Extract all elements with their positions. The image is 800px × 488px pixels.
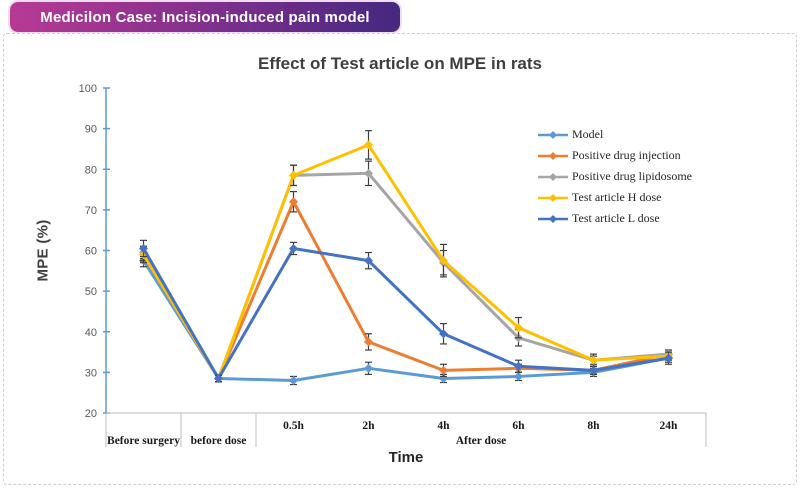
legend-marker-icon [538,214,568,223]
chart-title: Effect of Test article on MPE in rats [257,54,543,73]
svg-text:8h: 8h [587,420,600,432]
svg-text:4h: 4h [437,420,450,432]
x-axis-label: Time [388,449,424,466]
chart-card [3,33,797,485]
legend-label: Test article L dose [572,211,660,225]
legend: Model Positive drug injection Positive dru… [538,124,692,229]
svg-text:Before surgery: Before surgery [107,435,180,447]
legend-marker-icon [538,130,568,139]
legend-item-test-article-h-dose: Test article H dose [538,187,692,208]
legend-label: Positive drug lipidosome [572,169,692,183]
svg-text:After dose: After dose [456,435,507,447]
legend-marker-icon [538,193,568,202]
legend-item-test-article-l-dose: Test article L dose [538,208,692,229]
svg-text:60: 60 [85,246,97,258]
svg-text:90: 90 [85,124,97,136]
svg-text:6h: 6h [512,420,525,432]
svg-text:2h: 2h [362,420,375,432]
legend-label: Model [572,127,604,141]
svg-text:50: 50 [85,286,97,298]
svg-text:40: 40 [85,327,97,339]
legend-label: Test article H dose [572,190,662,204]
legend-item-positive-drug-lipidosome: Positive drug lipidosome [538,166,692,187]
legend-label: Positive drug injection [572,148,681,162]
header-title: Medicilon Case: Incision-induced pain mo… [40,8,370,26]
svg-text:24h: 24h [660,420,679,432]
svg-text:0.5h: 0.5h [283,420,304,432]
legend-marker-icon [538,172,568,181]
svg-text:before dose: before dose [191,435,247,447]
header-badge: Medicilon Case: Incision-induced pain mo… [10,2,400,32]
svg-text:20: 20 [85,408,97,420]
svg-text:70: 70 [85,205,97,217]
svg-text:80: 80 [85,164,97,176]
svg-text:30: 30 [85,367,97,379]
legend-marker-icon [538,151,568,160]
svg-text:100: 100 [79,83,97,95]
legend-item-positive-drug-injection: Positive drug injection [538,145,692,166]
legend-item-model: Model [538,124,692,145]
